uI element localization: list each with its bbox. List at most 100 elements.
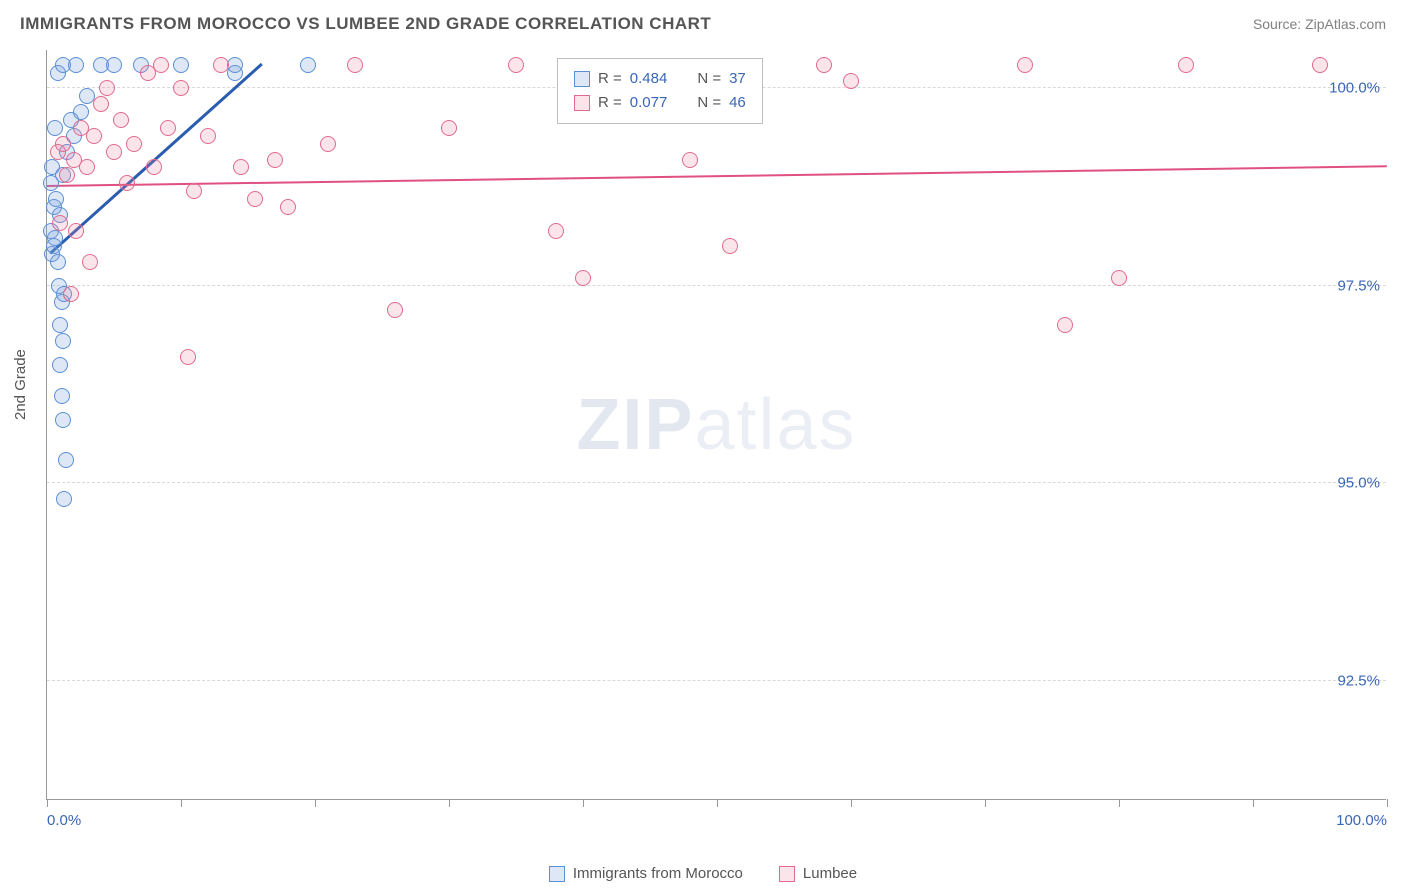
data-point bbox=[146, 159, 162, 175]
data-point bbox=[186, 183, 202, 199]
legend-swatch-icon bbox=[574, 71, 590, 87]
data-point bbox=[200, 128, 216, 144]
legend-swatch-icon bbox=[574, 95, 590, 111]
data-point bbox=[59, 167, 75, 183]
data-point bbox=[43, 175, 59, 191]
data-point bbox=[55, 412, 71, 428]
data-point bbox=[73, 104, 89, 120]
xtick bbox=[1253, 799, 1254, 807]
data-point bbox=[47, 120, 63, 136]
data-point bbox=[48, 191, 64, 207]
xtick bbox=[583, 799, 584, 807]
data-point bbox=[280, 199, 296, 215]
data-point bbox=[58, 452, 74, 468]
data-point bbox=[267, 152, 283, 168]
stats-legend: R = 0.484 N = 37R = 0.077N = 46 bbox=[557, 58, 763, 124]
data-point bbox=[180, 349, 196, 365]
r-label: R = bbox=[598, 91, 622, 115]
data-point bbox=[247, 191, 263, 207]
data-point bbox=[55, 333, 71, 349]
data-point bbox=[320, 136, 336, 152]
xtick bbox=[47, 799, 48, 807]
xtick bbox=[181, 799, 182, 807]
r-value: 0.077 bbox=[630, 91, 668, 115]
r-value: 0.484 bbox=[630, 67, 668, 91]
legend-label: Immigrants from Morocco bbox=[573, 865, 743, 882]
data-point bbox=[52, 317, 68, 333]
data-point bbox=[575, 270, 591, 286]
data-point bbox=[99, 80, 115, 96]
gridline bbox=[47, 285, 1386, 286]
data-point bbox=[300, 57, 316, 73]
xtick bbox=[1119, 799, 1120, 807]
xtick bbox=[717, 799, 718, 807]
bottom-legend: Immigrants from Morocco Lumbee bbox=[0, 865, 1406, 882]
legend-label: Lumbee bbox=[803, 865, 857, 882]
data-point bbox=[93, 96, 109, 112]
data-point bbox=[816, 57, 832, 73]
r-label: R = bbox=[598, 67, 622, 91]
data-point bbox=[1057, 317, 1073, 333]
data-point bbox=[113, 112, 129, 128]
data-point bbox=[722, 238, 738, 254]
data-point bbox=[387, 302, 403, 318]
data-point bbox=[213, 57, 229, 73]
ytick-label: 97.5% bbox=[1337, 277, 1380, 294]
data-point bbox=[1017, 57, 1033, 73]
data-point bbox=[347, 57, 363, 73]
data-point bbox=[441, 120, 457, 136]
data-point bbox=[173, 57, 189, 73]
data-point bbox=[52, 215, 68, 231]
data-point bbox=[52, 357, 68, 373]
xtick bbox=[985, 799, 986, 807]
data-point bbox=[82, 254, 98, 270]
ytick-label: 100.0% bbox=[1329, 80, 1380, 97]
ytick-label: 92.5% bbox=[1337, 672, 1380, 689]
data-point bbox=[160, 120, 176, 136]
data-point bbox=[1312, 57, 1328, 73]
data-point bbox=[843, 73, 859, 89]
stats-legend-row: R = 0.077N = 46 bbox=[574, 91, 746, 115]
data-point bbox=[50, 254, 66, 270]
n-value: 37 bbox=[729, 67, 746, 91]
y-axis-label: 2nd Grade bbox=[12, 349, 29, 420]
legend-swatch-icon bbox=[779, 866, 795, 882]
xtick bbox=[315, 799, 316, 807]
data-point bbox=[68, 57, 84, 73]
ytick-label: 95.0% bbox=[1337, 475, 1380, 492]
data-point bbox=[153, 57, 169, 73]
data-point bbox=[548, 223, 564, 239]
xtick bbox=[1387, 799, 1388, 807]
data-point bbox=[56, 491, 72, 507]
data-point bbox=[119, 175, 135, 191]
data-point bbox=[79, 159, 95, 175]
xtick-label: 100.0% bbox=[1336, 812, 1387, 829]
data-point bbox=[106, 144, 122, 160]
data-point bbox=[54, 388, 70, 404]
source-label: Source: ZipAtlas.com bbox=[1253, 16, 1386, 32]
header: IMMIGRANTS FROM MOROCCO VS LUMBEE 2ND GR… bbox=[0, 0, 1406, 42]
data-point bbox=[47, 230, 63, 246]
data-point bbox=[68, 223, 84, 239]
xtick-label: 0.0% bbox=[47, 812, 81, 829]
data-point bbox=[682, 152, 698, 168]
xtick bbox=[449, 799, 450, 807]
data-point bbox=[106, 57, 122, 73]
gridline bbox=[47, 680, 1386, 681]
n-label: N = bbox=[697, 67, 721, 91]
watermark: ZIPatlas bbox=[576, 384, 856, 466]
legend-item-morocco: Immigrants from Morocco bbox=[549, 865, 743, 882]
data-point bbox=[1111, 270, 1127, 286]
gridline bbox=[47, 482, 1386, 483]
chart-title: IMMIGRANTS FROM MOROCCO VS LUMBEE 2ND GR… bbox=[20, 14, 711, 34]
data-point bbox=[63, 286, 79, 302]
data-point bbox=[173, 80, 189, 96]
data-point bbox=[1178, 57, 1194, 73]
n-value: 46 bbox=[729, 91, 746, 115]
legend-swatch-icon bbox=[549, 866, 565, 882]
xtick bbox=[851, 799, 852, 807]
scatter-chart: ZIPatlas 92.5%95.0%97.5%100.0%0.0%100.0%… bbox=[46, 50, 1386, 800]
data-point bbox=[55, 136, 71, 152]
data-point bbox=[126, 136, 142, 152]
legend-item-lumbee: Lumbee bbox=[779, 865, 857, 882]
